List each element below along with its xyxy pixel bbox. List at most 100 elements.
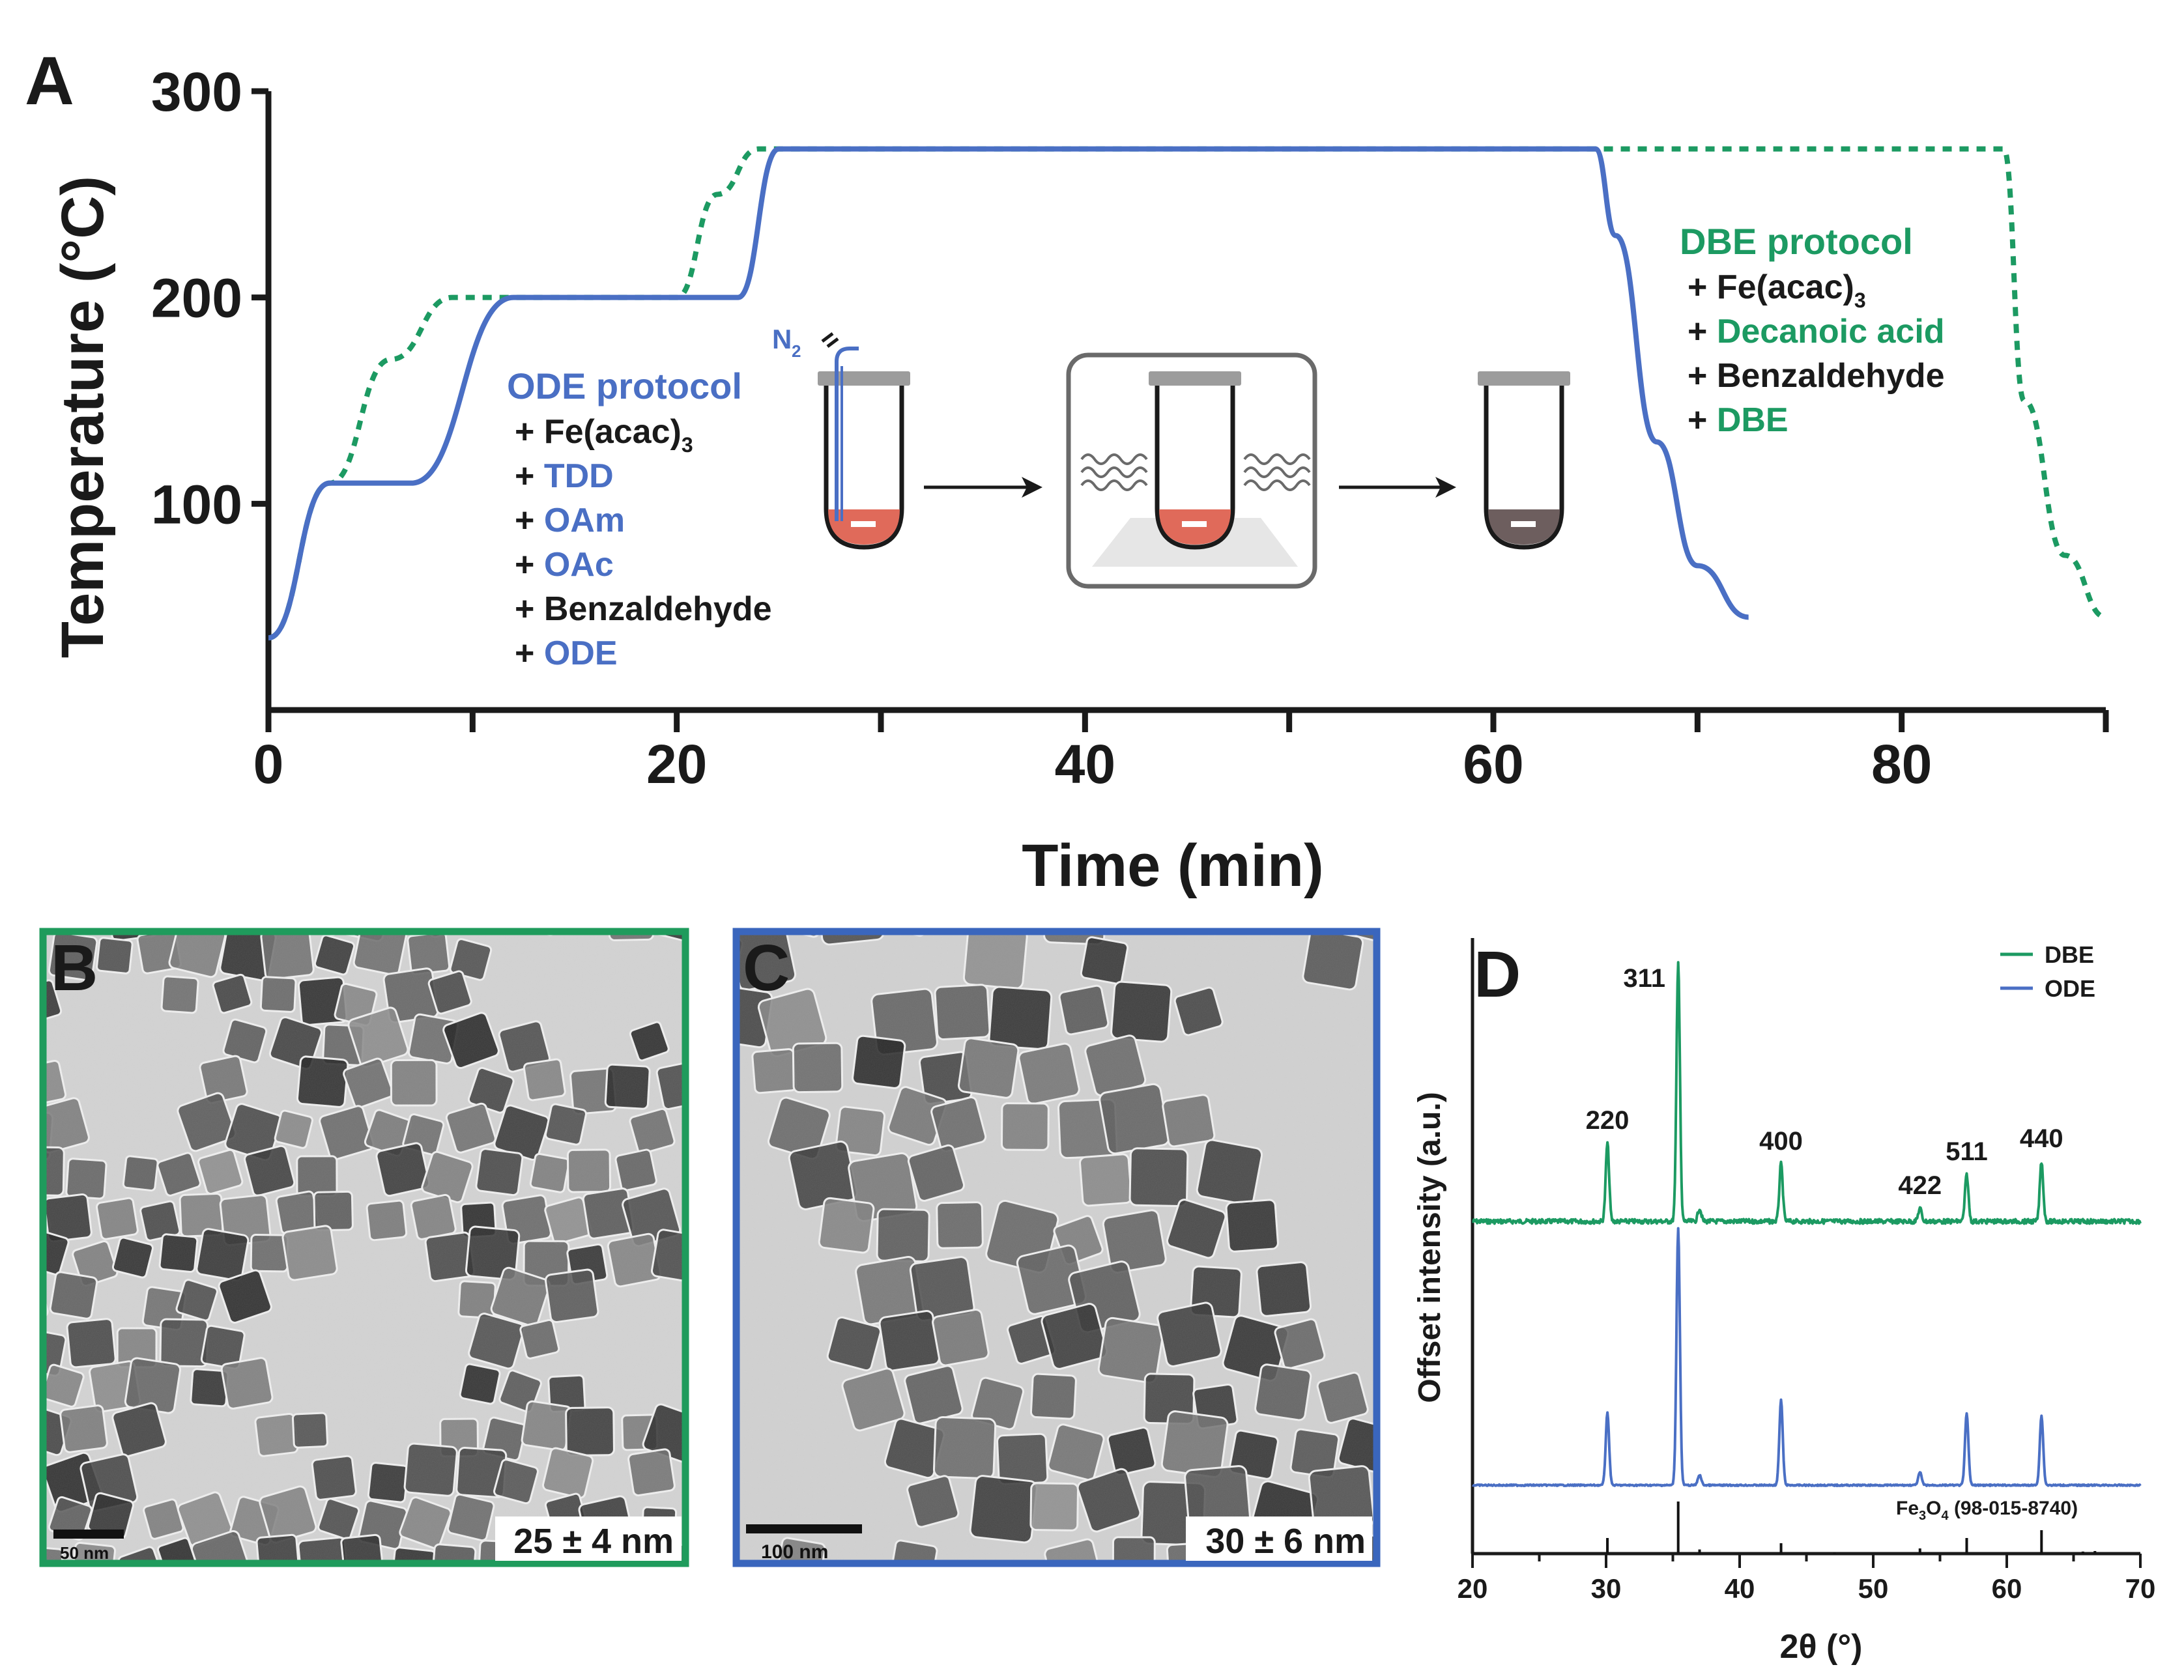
ode-protocol-legend: ODE protocol + Fe(acac)3+ TDD+ OAm+ OAc+… xyxy=(507,365,771,672)
reagent-subscript: 3 xyxy=(1854,289,1866,312)
reagent-subscript: 3 xyxy=(682,433,693,457)
panel-a-x-axis-label: Time (min) xyxy=(1022,833,1323,899)
dbe-protocol-title: DBE protocol xyxy=(1680,221,1913,262)
reagent-item: + Benzaldehyde xyxy=(1688,357,1944,395)
nanoparticle xyxy=(0,1462,39,1503)
peak-label: 311 xyxy=(1623,964,1665,993)
heating-block-icon xyxy=(1066,352,1317,589)
reagent-item: + TDD xyxy=(515,457,614,495)
reagent-item: + Benzaldehyde xyxy=(515,590,771,628)
arrow-icon xyxy=(924,477,1042,498)
reagent-plus: + xyxy=(515,590,544,628)
legend-label: DBE xyxy=(2045,941,2094,968)
reagent-name: OAc xyxy=(544,546,614,584)
reagent-name: ODE xyxy=(544,634,618,672)
scale-bar-b-label: 50 nm xyxy=(60,1543,109,1563)
size-label-c: 30 ± 6 nm xyxy=(1205,1522,1366,1561)
scale-bar-b xyxy=(53,1530,124,1539)
reagent-plus: + xyxy=(515,413,544,451)
xrd-pattern xyxy=(1472,961,2142,1225)
nanoparticle xyxy=(391,892,427,929)
reference-label: Fe3O4 (98-015-8740) xyxy=(1896,1498,2078,1523)
panel-d-legend: DBE ODE xyxy=(2000,941,2095,1002)
x-tick-label: 20 xyxy=(1458,1573,1488,1604)
reagent-plus: + xyxy=(515,546,544,584)
temperature-curve xyxy=(268,146,1749,641)
reaction-tube-icon: N 2 xyxy=(772,324,910,550)
peak-label: 440 xyxy=(2020,1124,2063,1153)
peak-label: 400 xyxy=(1759,1127,1803,1156)
reagent-name: Benzaldehyde xyxy=(1717,357,1945,395)
panel-c-frame xyxy=(732,928,1381,1567)
nitrogen-label: N xyxy=(772,324,792,354)
x-tick-label: 0 xyxy=(253,733,284,795)
size-label-c-bg xyxy=(1186,1516,1372,1561)
reagent-name: Fe(acac) xyxy=(544,413,682,451)
reagent-name: Fe(acac) xyxy=(1717,268,1854,306)
scale-bar-c xyxy=(746,1524,862,1533)
reagent-plus: + xyxy=(515,502,544,539)
reagent-item: + Decanoic acid xyxy=(1688,313,1945,350)
xrd-pattern xyxy=(1471,1227,2142,1487)
reference-pattern xyxy=(1606,1502,2097,1554)
reagent-plus: + xyxy=(1688,313,1717,350)
nanoparticle xyxy=(18,886,64,932)
reagent-item: + ODE xyxy=(515,634,618,672)
x-tick-label: 30 xyxy=(1591,1573,1622,1604)
panel-d-y-axis-label: Offset intensity (a.u.) xyxy=(1413,1092,1447,1402)
size-label-b: 25 ± 4 nm xyxy=(513,1522,674,1561)
y-tick-label: 100 xyxy=(151,474,242,535)
panel-b-label: B xyxy=(51,932,98,1004)
dbe-protocol-legend: DBE protocol + Fe(acac)3+ Decanoic acid+… xyxy=(1680,221,1945,439)
panel-b: B 50 nm 25 ± 4 nm xyxy=(0,886,689,1567)
panel-d-ticks: 20 30 40 50 60 70 xyxy=(1458,1554,2155,1604)
reagent-plus: + xyxy=(515,457,544,495)
panel-b-frame xyxy=(39,928,689,1567)
ode-protocol-title: ODE protocol xyxy=(507,365,742,406)
x-tick-label: 40 xyxy=(1055,733,1115,795)
reagent-item: + OAc xyxy=(515,546,614,584)
reagent-plus: + xyxy=(1688,357,1717,395)
panel-d-patterns xyxy=(1471,961,2142,1487)
nanoparticle xyxy=(43,1026,44,1070)
nanoparticle xyxy=(75,932,119,933)
reagent-name: OAm xyxy=(544,502,625,539)
y-tick-label: 300 xyxy=(151,61,242,122)
legend-label: ODE xyxy=(2045,975,2095,1002)
reagent-plus: + xyxy=(515,634,544,672)
size-label-b-bg xyxy=(495,1516,682,1561)
peak-label: 422 xyxy=(1898,1171,1942,1200)
reagent-item: + OAm xyxy=(515,502,625,539)
arrow-icon xyxy=(1339,477,1456,498)
nanoparticle xyxy=(481,932,520,934)
temperature-curve xyxy=(268,146,2106,641)
panel-d-x-axis-label: 2θ (°) xyxy=(1780,1628,1863,1666)
x-tick-label: 20 xyxy=(646,733,707,795)
reagent-name: Decanoic acid xyxy=(1717,313,1945,350)
panel-a-label: A xyxy=(25,43,74,119)
x-tick-label: 40 xyxy=(1725,1573,1755,1604)
reagent-item: + Fe(acac)3 xyxy=(1688,268,1866,312)
process-schematic: N 2 xyxy=(772,324,1570,589)
y-tick-label: 200 xyxy=(151,268,242,329)
reagent-plus: + xyxy=(1688,268,1717,306)
panel-a-curves xyxy=(268,146,2106,641)
panel-c-label: C xyxy=(743,932,790,1004)
panel-a-axes xyxy=(265,91,2106,713)
panel-a-ticks: 100 200 300 0 20 40 60 80 xyxy=(151,61,2109,795)
x-tick-label: 60 xyxy=(1992,1573,2022,1604)
dbe-reagent-list: + Fe(acac)3+ Decanoic acid+ Benzaldehyde… xyxy=(1688,268,1945,439)
panel-d-label: D xyxy=(1474,938,1521,1011)
reagent-name: TDD xyxy=(544,457,614,495)
panel-a-y-axis-label: Temperature (°C) xyxy=(50,176,116,659)
reagent-plus: + xyxy=(1688,401,1717,439)
peak-label: 511 xyxy=(1946,1137,1988,1166)
nitrogen-subscript: 2 xyxy=(792,341,801,361)
x-tick-label: 60 xyxy=(1463,733,1523,795)
product-tube-icon xyxy=(1478,371,1570,550)
heat-waves-icon xyxy=(1080,453,1311,491)
nanoparticle xyxy=(0,898,22,937)
